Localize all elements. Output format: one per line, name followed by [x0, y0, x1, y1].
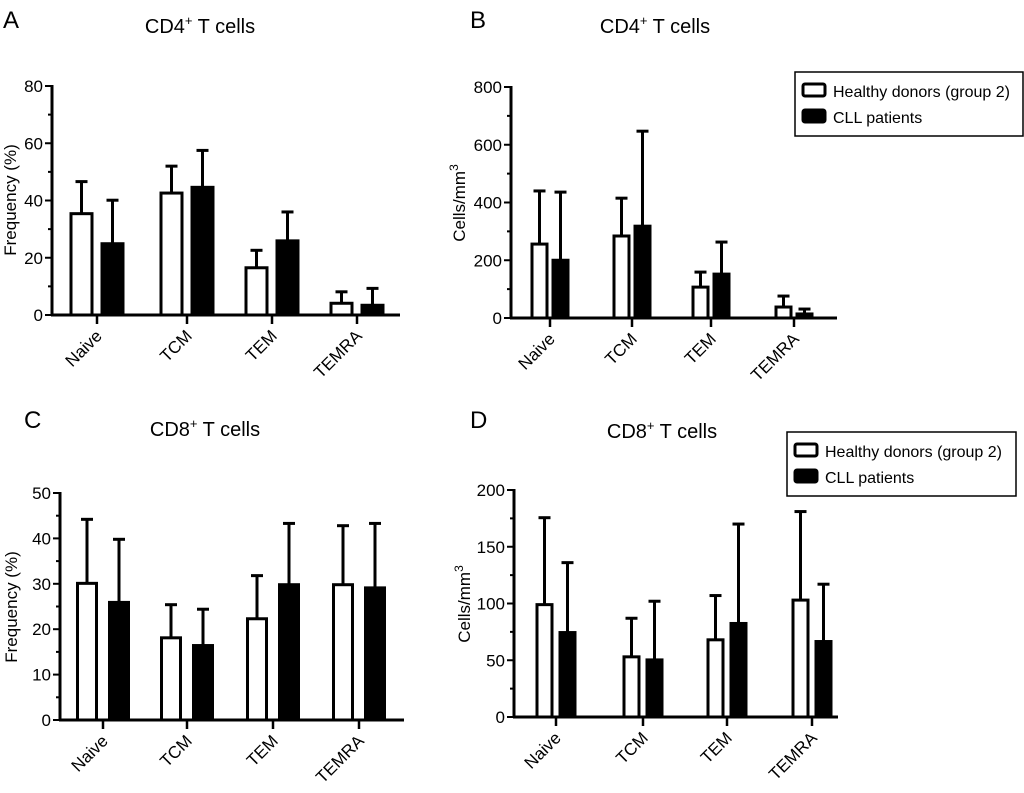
y-axis-label: Cells/mm3 [447, 164, 469, 242]
y-tick-label: 600 [474, 136, 502, 155]
panel-c: C CD8+ T cells Frequency (%) 0 10 20 30 40 50 Nai… [2, 407, 404, 787]
bar-healthy-temra [791, 598, 810, 719]
x-tick-label: TEMRA [765, 728, 821, 784]
x-tick-label: Naive [62, 326, 106, 370]
y-tick-label: 60 [24, 134, 43, 153]
x-tick-label: TEM [243, 731, 282, 770]
bar-cll-tcm [192, 644, 214, 722]
legend-swatch [793, 468, 819, 484]
panel-b: B CD4+ T cells Cells/mm3 0 200 400 600 800 Naive… [447, 7, 1024, 385]
bar-cll-temra [795, 312, 814, 320]
x-tick-label: TEMRA [747, 329, 803, 385]
x-tick-label: TCM [156, 731, 195, 770]
y-tick-label: 80 [24, 77, 43, 96]
legend-swatch [793, 442, 819, 458]
panel-letter: C [24, 407, 41, 434]
panel-title: CD4+ T cells [600, 13, 710, 38]
y-tick-label: 20 [24, 249, 43, 268]
bar-cll-naive [100, 242, 125, 317]
y-tick-label: 0 [493, 309, 502, 328]
y-tick-label: 200 [477, 481, 505, 500]
x-tick-label: Naive [515, 329, 559, 373]
y-tick-label: 20 [32, 620, 51, 639]
bar-healthy-tem [706, 638, 725, 719]
legend: Healthy donors (group 2) CLL patients [786, 431, 1017, 497]
bar-cll-tem [278, 583, 300, 722]
bar-cll-temra [814, 640, 833, 719]
y-tick-label: 400 [474, 194, 502, 213]
y-tick-label: 150 [477, 538, 505, 557]
bar-cll-tem [729, 621, 748, 719]
panel-d: D CD8+ T cells Cells/mm3 0 50 100 150 200 Naive T… [452, 407, 1017, 784]
bar-cll-temra [360, 303, 385, 317]
y-tick-label: 200 [474, 251, 502, 270]
bar-healthy-tcm [160, 636, 182, 722]
legend-label: Healthy donors (group 2) [833, 84, 1010, 101]
bar-healthy-tem [691, 285, 710, 320]
bar-healthy-temra [329, 301, 354, 317]
bar-healthy-temra [774, 305, 793, 320]
x-tick-label: TEM [681, 329, 720, 368]
bar-healthy-temra [332, 583, 354, 722]
x-tick-label: TEMRA [310, 326, 366, 382]
bar-cll-tcm [633, 224, 652, 320]
legend-label: CLL patients [833, 110, 922, 127]
legend-box [794, 71, 1024, 137]
bar-cll-tcm [645, 658, 664, 719]
legend-label: CLL patients [825, 470, 914, 487]
bar-cll-tem [275, 239, 300, 317]
legend-swatch [801, 82, 827, 98]
bar-healthy-tcm [612, 234, 631, 320]
bar-healthy-tcm [159, 191, 184, 317]
panel-title: CD4+ T cells [145, 13, 255, 38]
panel-letter: D [470, 407, 487, 434]
panel-a: A CD4+ T cells Frequency (%) 0 20 40 60 80 Naive… [1, 7, 400, 382]
bar-healthy-naive [530, 242, 549, 320]
bar-healthy-tcm [622, 655, 641, 719]
panel-title: CD8+ T cells [150, 416, 260, 441]
y-axis-label: Frequency (%) [2, 551, 21, 662]
x-tick-label: TCM [612, 728, 651, 767]
bar-cll-tem [712, 272, 731, 320]
bar-cll-naive [551, 258, 570, 320]
y-tick-label: 50 [486, 651, 505, 670]
x-tick-label: Naive [521, 728, 565, 772]
y-tick-label: 40 [24, 192, 43, 211]
bar-healthy-naive [76, 581, 98, 722]
panel-title: CD8+ T cells [607, 418, 717, 443]
y-tick-label: 100 [477, 595, 505, 614]
bar-healthy-tem [244, 266, 269, 317]
x-tick-label: TCM [156, 326, 195, 365]
panel-letter: B [470, 7, 486, 34]
y-axis-label: Frequency (%) [1, 144, 20, 255]
y-tick-label: 40 [32, 529, 51, 548]
legend: Healthy donors (group 2) CLL patients [794, 71, 1024, 137]
y-axis-label: Cells/mm3 [452, 565, 474, 643]
y-tick-label: 30 [32, 575, 51, 594]
y-tick-label: 800 [474, 78, 502, 97]
y-tick-label: 0 [42, 711, 51, 730]
bar-cll-tcm [190, 185, 215, 317]
bar-cll-naive [558, 631, 577, 719]
y-tick-label: 50 [32, 484, 51, 503]
x-tick-label: Naive [68, 731, 112, 775]
legend-swatch [801, 108, 827, 124]
legend-label: Healthy donors (group 2) [825, 444, 1002, 461]
bar-healthy-tem [246, 617, 268, 722]
x-tick-label: TEM [242, 326, 281, 365]
bar-healthy-naive [69, 212, 94, 317]
bar-cll-naive [108, 600, 130, 722]
bar-healthy-naive [535, 603, 554, 719]
y-tick-label: 10 [32, 666, 51, 685]
legend-box [786, 431, 1017, 497]
bar-cll-temra [364, 586, 386, 722]
x-tick-label: TEMRA [312, 731, 368, 787]
y-tick-label: 0 [34, 306, 43, 325]
y-tick-label: 0 [496, 708, 505, 727]
panel-letter: A [3, 7, 19, 34]
x-tick-label: TCM [601, 329, 640, 368]
x-tick-label: TEM [697, 728, 736, 767]
